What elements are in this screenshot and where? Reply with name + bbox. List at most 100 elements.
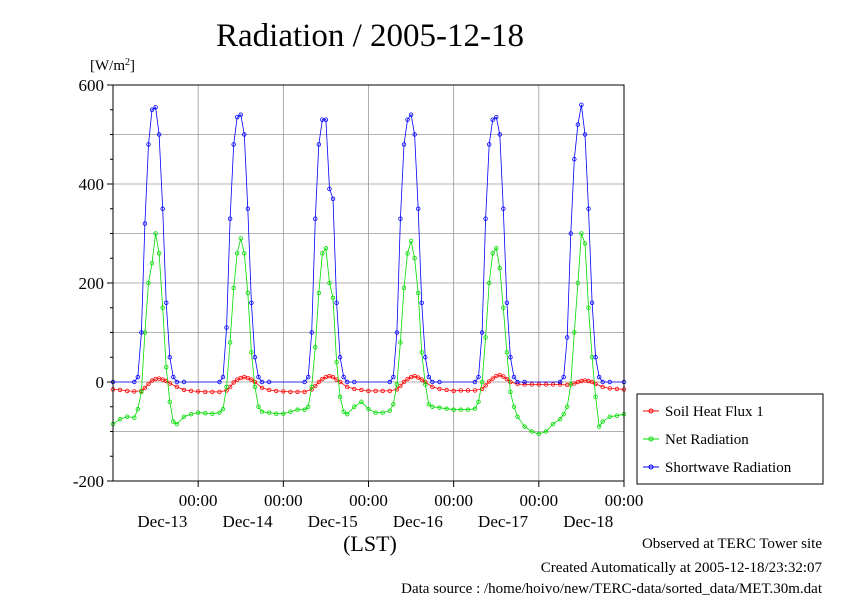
data-point — [249, 377, 254, 382]
series-layer — [110, 102, 627, 437]
data-point — [479, 379, 485, 385]
x-axis-label: (LST) — [343, 531, 397, 556]
data-point — [586, 305, 591, 310]
data-point — [561, 411, 566, 417]
data-point — [366, 407, 371, 412]
x-tick-time-label: 00:00 — [349, 491, 388, 510]
data-point — [256, 404, 261, 409]
data-point — [316, 142, 322, 147]
y-axis-ticks: -200 0 200 400 600 — [73, 76, 113, 491]
data-point — [146, 381, 151, 387]
data-point — [550, 421, 556, 427]
data-point — [330, 295, 336, 301]
data-point — [497, 372, 502, 378]
data-point — [600, 419, 605, 424]
data-point — [345, 384, 350, 390]
legend: Soil Heat Flux 1 Net Radiation Shortwave R… — [636, 393, 824, 485]
data-point — [522, 379, 527, 385]
data-point — [217, 379, 222, 385]
data-point — [256, 374, 261, 380]
data-point — [366, 388, 371, 394]
data-point — [334, 360, 339, 365]
data-point — [465, 407, 471, 412]
data-point — [224, 384, 229, 390]
data-point — [235, 114, 240, 120]
data-point — [504, 300, 510, 305]
legend-swatch-marker — [648, 408, 654, 414]
data-point — [568, 382, 573, 387]
data-point — [139, 389, 144, 395]
data-point — [529, 429, 534, 434]
data-point — [596, 374, 602, 380]
data-point — [536, 382, 542, 387]
data-point — [153, 231, 158, 236]
x-tick-date-label: Dec-14 — [223, 512, 274, 531]
data-point — [423, 355, 428, 360]
data-point — [146, 280, 151, 286]
data-point — [497, 132, 502, 137]
data-point — [252, 355, 258, 360]
x-tick-date-label: Dec-13 — [137, 512, 187, 531]
data-point — [408, 238, 414, 244]
x-tick-date-label: Dec-18 — [563, 512, 613, 531]
legend-entry-label: Net Radiation — [665, 432, 749, 448]
data-point — [266, 379, 272, 385]
data-point — [210, 389, 215, 395]
data-point — [320, 251, 325, 256]
data-point — [419, 377, 424, 382]
data-point — [288, 409, 293, 414]
data-point — [394, 387, 400, 392]
data-point — [430, 379, 435, 385]
data-point — [160, 305, 165, 310]
data-point — [572, 157, 577, 162]
legend-swatch-marker — [648, 464, 654, 470]
data-point — [504, 350, 510, 355]
data-point — [426, 374, 432, 380]
data-point — [497, 265, 502, 271]
data-point — [582, 132, 588, 137]
data-point — [444, 387, 449, 393]
data-point — [305, 404, 311, 409]
data-point — [323, 246, 329, 251]
data-point — [522, 424, 527, 429]
data-point — [231, 142, 236, 147]
data-point — [139, 330, 144, 335]
data-point — [472, 379, 478, 385]
data-point — [295, 389, 300, 395]
data-point — [171, 374, 176, 380]
legend-entry-label: Soil Heat Flux 1 — [665, 404, 764, 420]
data-point — [238, 236, 243, 241]
data-point — [309, 384, 314, 390]
data-point — [501, 374, 506, 379]
data-point — [345, 379, 350, 385]
data-point — [476, 399, 481, 404]
data-point — [490, 117, 495, 122]
data-point — [508, 379, 513, 385]
data-point — [479, 386, 485, 392]
data-point — [494, 114, 499, 120]
data-point — [472, 388, 478, 393]
x-axis-ticks: 00:00 Dec-13 00:00 Dec-14 00:00 Dec-15 00:00 De… — [137, 481, 643, 531]
data-point — [274, 388, 279, 394]
data-point — [337, 394, 343, 400]
data-point — [401, 379, 407, 385]
data-point — [504, 376, 510, 382]
x-tick-time-label: 00:00 — [179, 491, 218, 510]
data-point — [341, 409, 346, 414]
data-point — [274, 411, 279, 416]
data-point — [607, 386, 613, 391]
data-point — [135, 407, 141, 412]
data-point — [373, 388, 378, 394]
data-point — [575, 280, 581, 286]
y-tick-label: 0 — [96, 373, 105, 392]
data-point — [188, 411, 194, 417]
data-point — [419, 300, 424, 305]
data-point — [167, 399, 172, 404]
chart-title: Radiation / 2005-12-18 — [216, 18, 524, 54]
data-point — [195, 410, 201, 415]
data-point — [203, 410, 208, 416]
data-point — [405, 251, 410, 256]
data-point — [352, 404, 357, 409]
data-point — [231, 285, 236, 291]
data-point — [327, 186, 332, 192]
